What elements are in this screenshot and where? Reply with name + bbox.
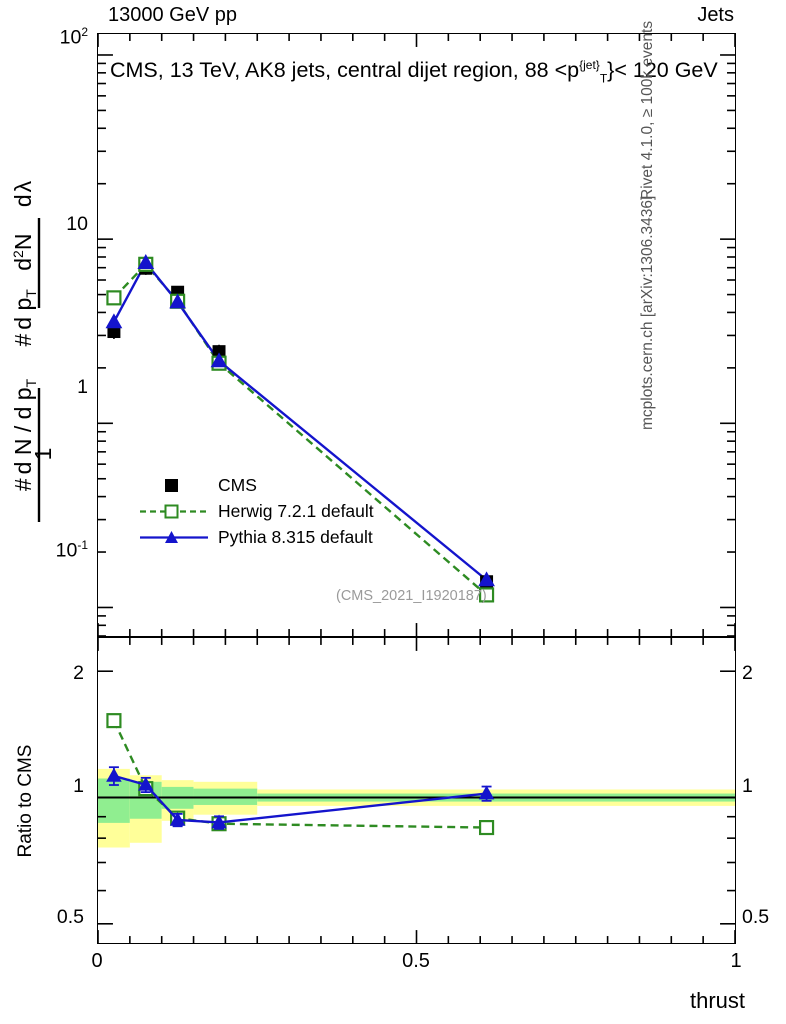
legend: CMS Herwig 7.2.1 default Pythia 8.315 de… xyxy=(140,472,374,550)
main-plot-panel xyxy=(97,33,736,637)
xtick-1: 1 xyxy=(730,950,742,972)
ytick-10: 10 xyxy=(66,213,88,235)
plot-title-sup: {jet} xyxy=(579,58,600,72)
plot-title: CMS, 13 TeV, AK8 jets, central dijet reg… xyxy=(110,58,718,85)
svg-text:1: 1 xyxy=(30,448,56,461)
legend-item-pythia[interactable]: Pythia 8.315 default xyxy=(140,524,374,550)
ytick-1e2-exp: 2 xyxy=(81,25,88,39)
header-collision-energy: 13000 GeV pp xyxy=(108,4,237,26)
legend-key-herwig xyxy=(140,501,208,521)
ytick-1: 1 xyxy=(77,376,88,398)
main-yaxis-ticks: 102 10 1 10-1 xyxy=(0,0,92,1024)
ratio-ytick-2-left: 2 xyxy=(73,662,84,684)
plot-title-post: }< 120 GeV xyxy=(607,58,718,83)
ratio-ytick-1-right: 1 xyxy=(742,775,753,797)
analysis-id-watermark: (CMS_2021_I1920187) xyxy=(336,588,487,604)
ratio-yaxis-ticks-left: 2 1 0.5 xyxy=(0,0,92,1024)
legend-label-pythia: Pythia 8.315 default xyxy=(218,526,373,547)
svg-text:#d N / d pT #d pT: #d N / d pT #d pT d2N dλ xyxy=(10,180,41,491)
ratio-ytick-05-left: 0.5 xyxy=(56,906,84,928)
header-category: Jets xyxy=(697,4,734,26)
ratio-ytick-2-right: 2 xyxy=(742,662,753,684)
ratio-yaxis-ticks-right: 2 1 0.5 xyxy=(742,0,786,1024)
plot-title-pre: CMS, 13 TeV, AK8 jets, central dijet reg… xyxy=(110,58,580,83)
xtick-0: 0 xyxy=(91,950,103,972)
ytick-1e-1: 10-1 xyxy=(55,538,88,562)
legend-item-cms[interactable]: CMS xyxy=(140,472,374,498)
ratio-plot-panel xyxy=(97,637,736,944)
ratio-plot-canvas xyxy=(97,638,736,943)
legend-key-pythia xyxy=(140,527,208,547)
legend-item-herwig[interactable]: Herwig 7.2.1 default xyxy=(140,498,374,524)
plot-title-sub: T xyxy=(599,71,608,86)
xaxis-label: thrust xyxy=(690,988,746,1013)
ratio-ytick-05-right: 0.5 xyxy=(742,906,770,928)
mcplots-source-annotation: mcplots.cern.ch [arXiv:1306.3436] xyxy=(639,195,656,430)
legend-label-herwig: Herwig 7.2.1 default xyxy=(218,500,374,521)
ytick-1e2: 102 xyxy=(59,25,88,49)
xtick-05: 0.5 xyxy=(402,950,430,972)
ytick-1e-1-exp: -1 xyxy=(77,538,88,552)
legend-label-cms: CMS xyxy=(218,474,257,495)
ratio-ytick-1-left: 1 xyxy=(73,775,84,797)
legend-key-cms xyxy=(140,475,208,495)
main-yaxis-label: #d N / d pT #d pT d2N dλ 1 xyxy=(10,180,56,522)
main-plot-canvas xyxy=(97,34,736,637)
